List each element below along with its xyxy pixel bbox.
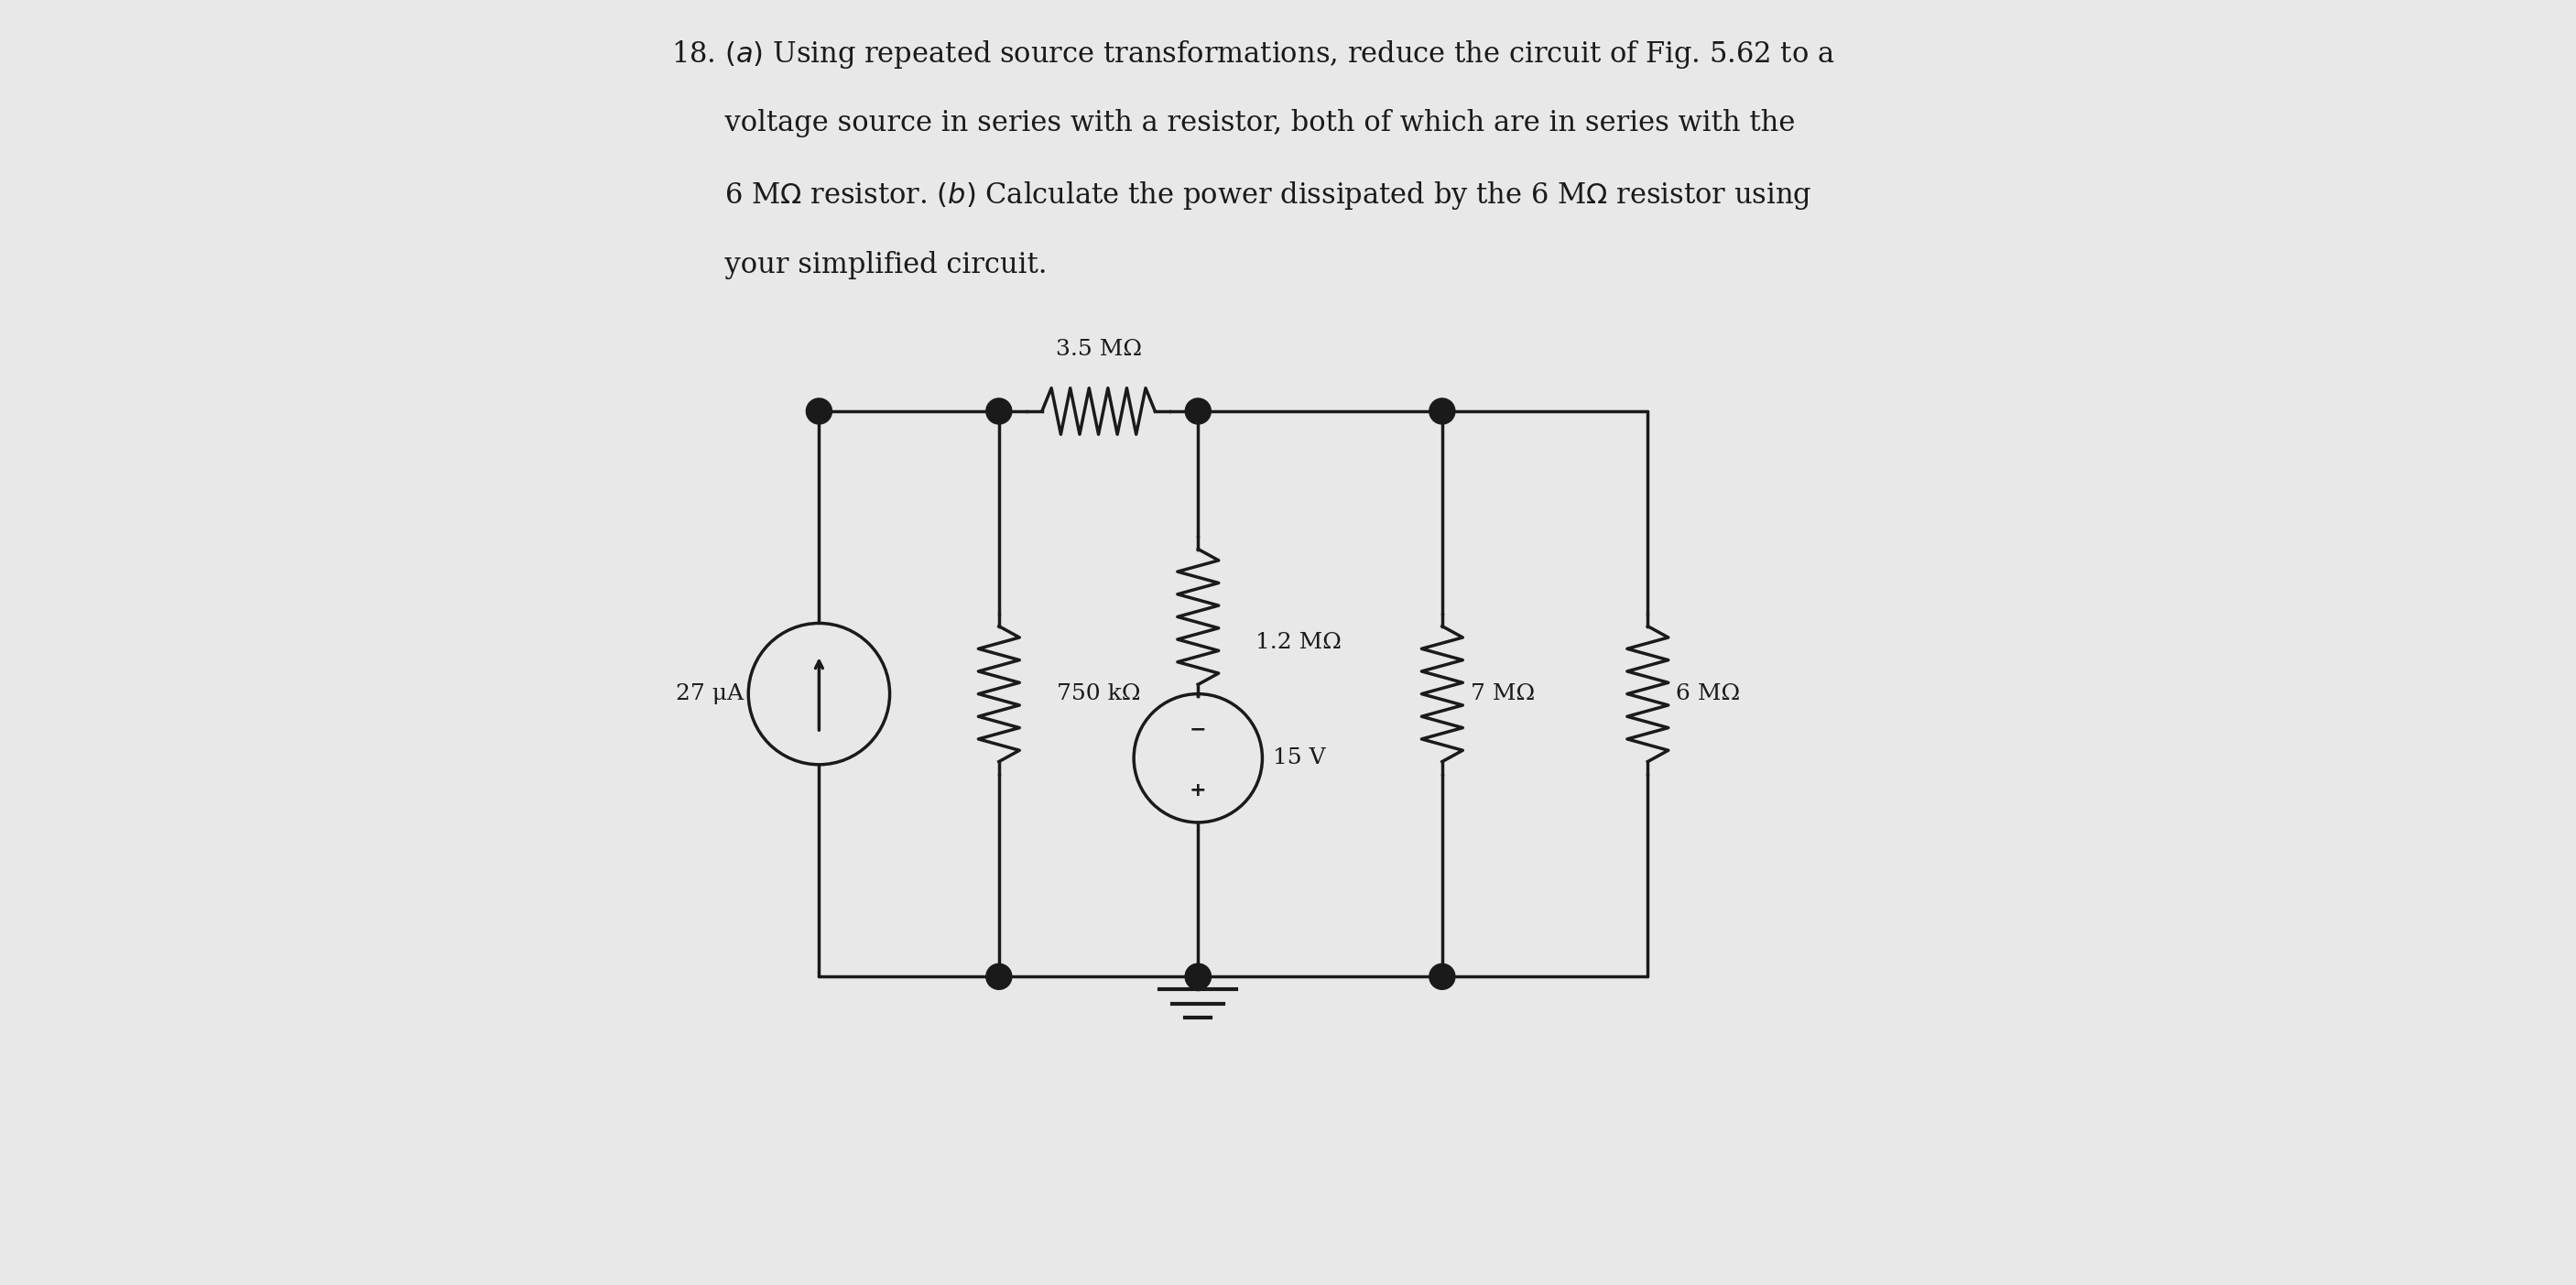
Circle shape <box>987 964 1012 989</box>
Circle shape <box>1185 964 1211 989</box>
Circle shape <box>1430 398 1455 424</box>
Text: 7 MΩ: 7 MΩ <box>1471 684 1535 704</box>
Text: voltage source in series with a resistor, both of which are in series with the: voltage source in series with a resistor… <box>672 109 1795 137</box>
Text: +: + <box>1190 781 1206 799</box>
Text: −: − <box>1190 720 1206 739</box>
Circle shape <box>806 398 832 424</box>
Text: 750 kΩ: 750 kΩ <box>1056 684 1141 704</box>
Circle shape <box>1185 398 1211 424</box>
Text: 18. $(a)$ Using repeated source transformations, reduce the circuit of Fig. 5.62: 18. $(a)$ Using repeated source transfor… <box>672 39 1834 71</box>
Circle shape <box>1185 964 1211 989</box>
Circle shape <box>987 398 1012 424</box>
Text: 27 μA: 27 μA <box>675 684 744 704</box>
Text: 15 V: 15 V <box>1273 748 1327 768</box>
Text: your simplified circuit.: your simplified circuit. <box>672 251 1048 279</box>
Circle shape <box>1430 964 1455 989</box>
Text: 1.2 MΩ: 1.2 MΩ <box>1257 632 1342 653</box>
Text: 6 MΩ: 6 MΩ <box>1677 684 1741 704</box>
Text: 6 M$\Omega$ resistor. $(b)$ Calculate the power dissipated by the 6 M$\Omega$ re: 6 M$\Omega$ resistor. $(b)$ Calculate th… <box>672 180 1811 212</box>
Text: 3.5 MΩ: 3.5 MΩ <box>1056 339 1141 360</box>
